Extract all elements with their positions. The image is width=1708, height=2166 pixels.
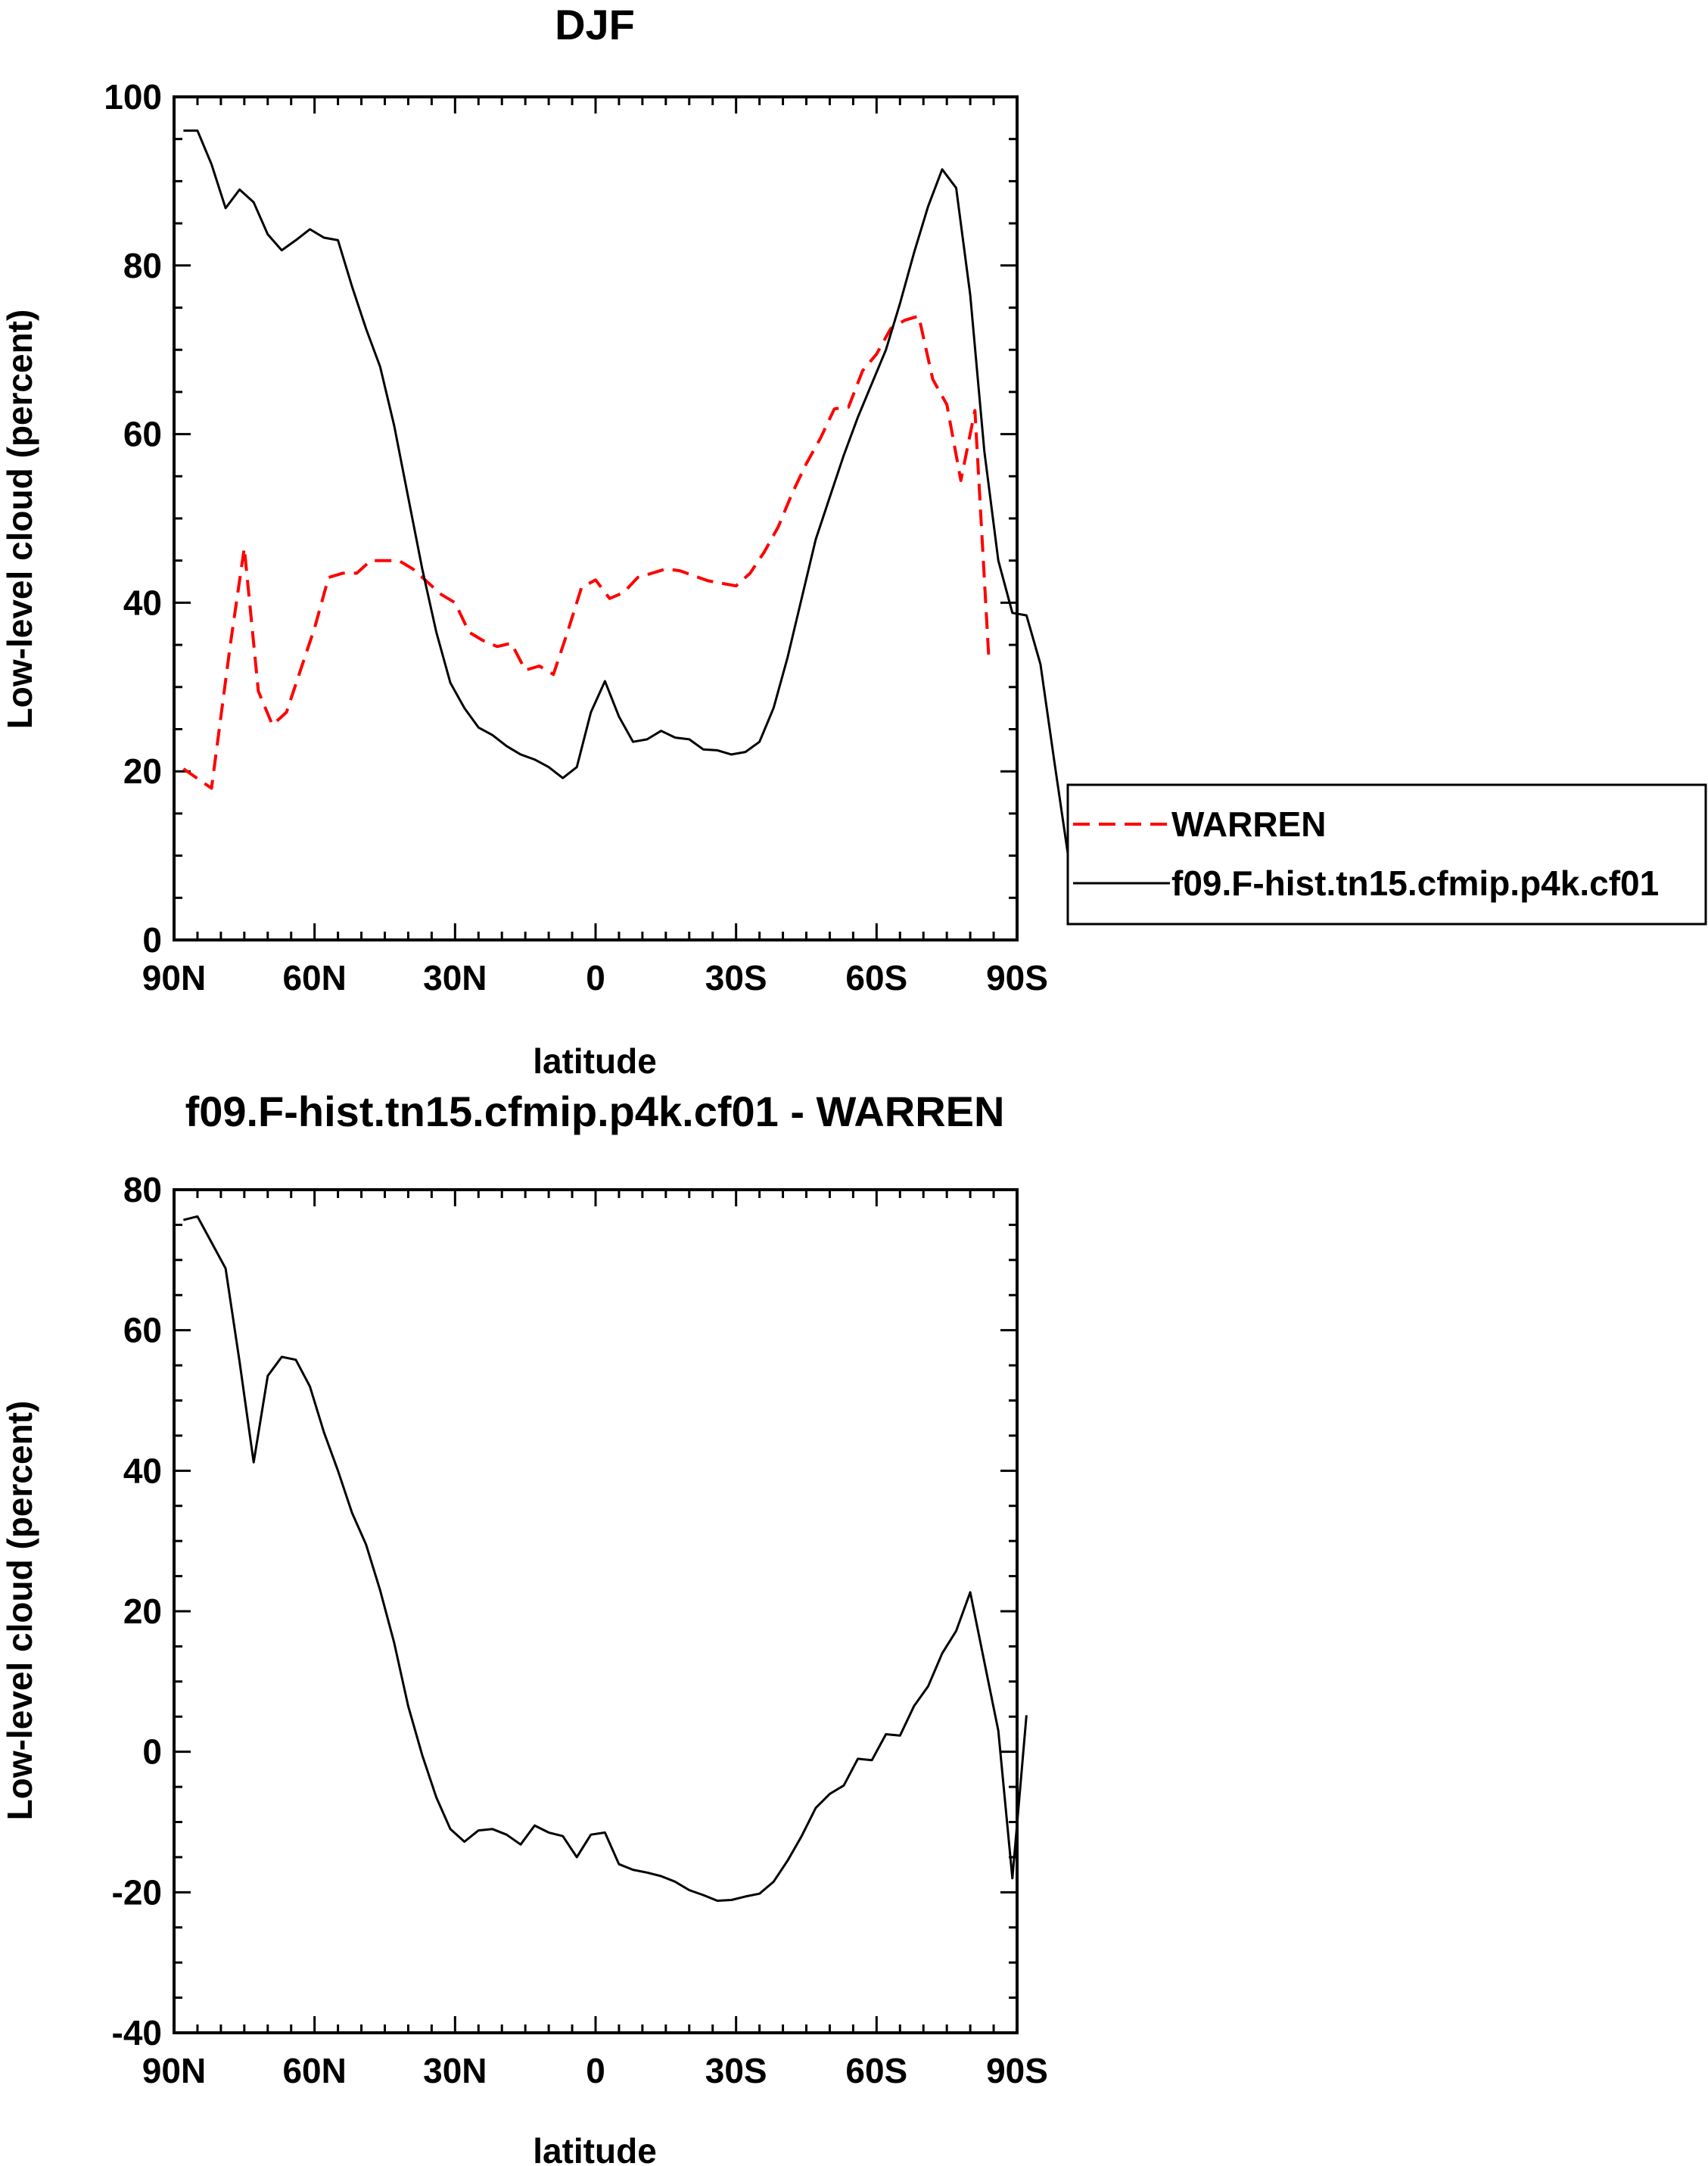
y-tick-label: 0 — [142, 1732, 162, 1772]
bottom-panel-y-axis-label: Low-level cloud (percent) — [0, 1401, 39, 1821]
x-tick-label: 90N — [142, 2051, 206, 2090]
y-tick-label: 40 — [123, 583, 162, 622]
x-tick-label: 0 — [586, 2051, 605, 2090]
series-line-warren — [182, 314, 991, 790]
x-tick-label: 30S — [705, 2051, 767, 2090]
legend-box — [1066, 783, 1707, 926]
y-tick-label: -40 — [112, 2013, 162, 2052]
bottom-panel-difference: f09.F-hist.tn15.cfmip.p4k.cf01 - WARREN … — [0, 1088, 1048, 2166]
x-tick-label: 90N — [142, 958, 206, 997]
top-panel-y-axis-label: Low-level cloud (percent) — [0, 310, 39, 730]
top-panel-x-axis-label: latitude — [533, 1041, 657, 1081]
y-tick-label: 20 — [123, 1592, 162, 1631]
x-tick-label: 60S — [845, 958, 907, 997]
y-tick-label: 20 — [123, 752, 162, 791]
series-line-model — [183, 129, 1070, 860]
top-panel-djf: DJF 90N 60N 30N 0 30S 60S 90S 0 20 40 60 80 100 lati… — [0, 1, 1070, 1081]
legend-label-warren: WARREN — [1171, 804, 1326, 844]
bottom-panel-axes: 90N 60N 30N 0 30S 60S 90S -40 -20 0 20 40 60 80 — [112, 1170, 1048, 2090]
y-tick-label: 80 — [123, 1170, 162, 1209]
y-tick-label: -20 — [112, 1872, 162, 1912]
x-tick-label: 30N — [423, 2051, 487, 2090]
plot-frame — [173, 1188, 1019, 2034]
bottom-panel-series — [183, 1215, 1028, 1902]
top-panel-title: DJF — [555, 1, 635, 48]
x-tick-label: 0 — [586, 958, 605, 997]
bottom-panel-title: f09.F-hist.tn15.cfmip.p4k.cf01 - WARREN — [185, 1088, 1005, 1135]
legend-label-model: f09.F-hist.tn15.cfmip.p4k.cf01 — [1171, 864, 1659, 903]
x-tick-label: 90S — [986, 2051, 1048, 2090]
y-tick-label: 40 — [123, 1451, 162, 1490]
bottom-panel-x-axis-label: latitude — [533, 2131, 657, 2166]
series-line-model — [183, 1215, 1028, 1902]
legend: WARREN f09.F-hist.tn15.cfmip.p4k.cf01 — [1066, 783, 1707, 926]
top-panel-series — [182, 129, 1070, 860]
plot-frame — [173, 95, 1019, 941]
x-tick-label: 60N — [282, 958, 346, 997]
x-tick-label: 90S — [986, 958, 1048, 997]
y-tick-label: 60 — [123, 1311, 162, 1350]
y-tick-label: 80 — [123, 246, 162, 285]
y-tick-label: 100 — [104, 77, 162, 117]
x-tick-label: 60S — [845, 2051, 907, 2090]
y-tick-label: 60 — [123, 415, 162, 454]
top-panel-axes: 90N 60N 30N 0 30S 60S 90S 0 20 40 60 80 100 — [104, 77, 1048, 997]
x-tick-label: 30S — [705, 958, 767, 997]
x-tick-label: 60N — [282, 2051, 346, 2090]
x-tick-label: 30N — [423, 958, 487, 997]
y-tick-label: 0 — [142, 920, 162, 960]
